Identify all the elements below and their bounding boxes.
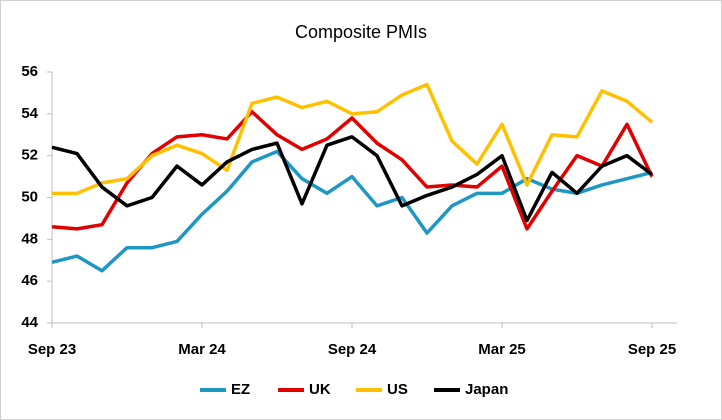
legend-label: Japan: [465, 381, 508, 398]
y-tick-label: 56: [21, 63, 38, 80]
series-line: [51, 135, 654, 223]
y-tick-label: 52: [21, 147, 38, 164]
y-tick-label: 54: [21, 105, 38, 122]
x-tick-label: Sep 25: [628, 341, 676, 358]
x-tick-label: Sep 24: [328, 341, 377, 358]
legend-label: US: [387, 381, 408, 398]
y-tick-label: 46: [21, 272, 38, 289]
x-tick-label: Mar 25: [478, 341, 526, 358]
legend-label: EZ: [231, 381, 250, 398]
y-tick-label: 44: [21, 314, 38, 331]
series-line: [52, 82, 654, 196]
legend-label: UK: [309, 381, 331, 398]
chart-title: Composite PMIs: [295, 22, 427, 42]
y-tick-label: 48: [21, 230, 38, 247]
series-line: [51, 109, 654, 231]
x-tick-label: Sep 23: [28, 341, 76, 358]
y-tick-label: 50: [21, 188, 38, 205]
x-tick-label: Mar 24: [178, 341, 226, 358]
